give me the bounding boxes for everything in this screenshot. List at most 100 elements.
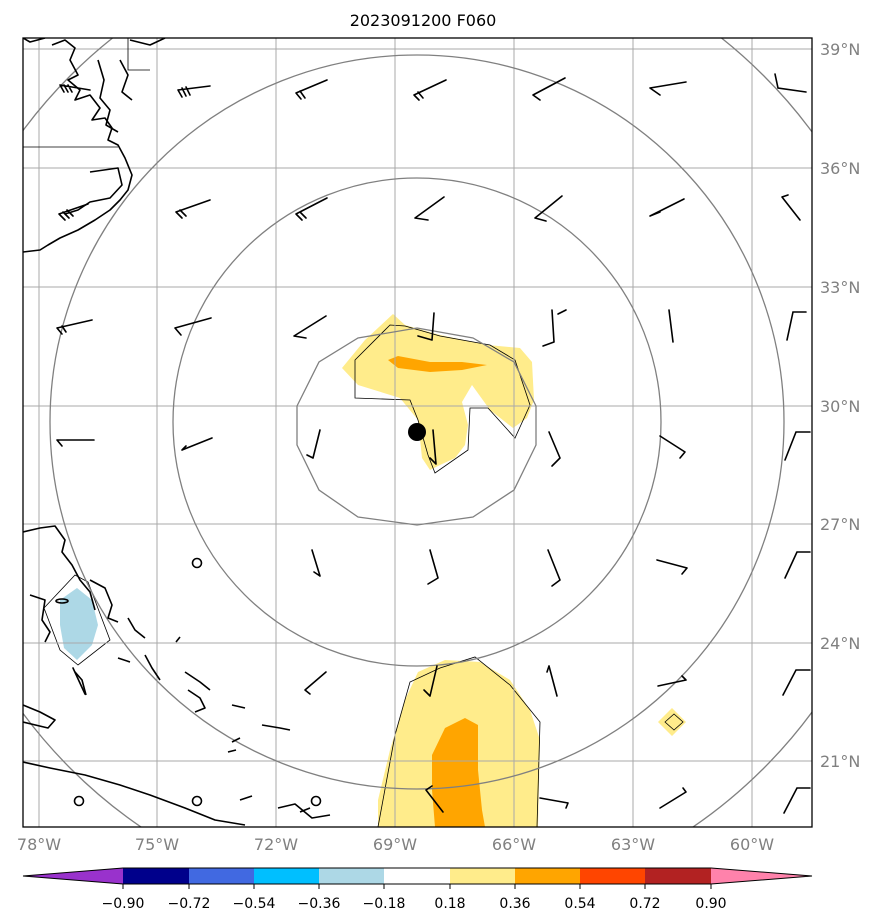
bahamas-ragged [74, 671, 87, 696]
colorbar-segment [450, 868, 515, 884]
colorbar: −0.90 −0.72 −0.54 −0.36 −0.18 0.18 0.36 … [22, 867, 813, 912]
wind-barb [659, 787, 687, 809]
map-frame [22, 37, 813, 828]
colorbar-tick-label: 0.54 [564, 896, 595, 912]
cape-cod-region [129, 38, 166, 46]
wind-barb [532, 77, 566, 101]
filled-contours [60, 314, 686, 827]
bahamas-andros [29, 594, 51, 643]
colorbar-segment [254, 868, 319, 884]
puerto-rico-bay [299, 807, 311, 813]
wind-calm-marker [73, 795, 85, 807]
contour-fill-light-yellow-north [342, 314, 534, 470]
contour-fill-yellow-diamond [658, 708, 686, 736]
wind-barb [542, 309, 567, 347]
wind-barb [175, 199, 211, 219]
wind-barb [548, 431, 561, 467]
wind-barb [539, 797, 569, 809]
latitude-labels: 39°N 36°N 33°N 30°N 27°N 24°N 21°N [820, 40, 860, 771]
coastlines [23, 38, 331, 826]
wind-barb [784, 431, 811, 461]
bahamas-north [89, 579, 119, 623]
bahamas-long [187, 689, 206, 713]
colorbar-tick-label: 0.90 [695, 896, 726, 912]
storm-center-marker [408, 423, 426, 441]
bahamas-abaco [55, 598, 69, 604]
colorbar-segment [711, 868, 812, 884]
wind-barb [423, 665, 438, 697]
wind-barb [414, 196, 445, 221]
wind-barb [784, 551, 811, 579]
wind-calm-marker [191, 557, 203, 569]
colorbar-segment [123, 868, 189, 884]
wind-barb [177, 85, 211, 98]
island-small [175, 636, 181, 643]
colorbar-tick-label: −0.72 [168, 896, 211, 912]
lat-label: 33°N [820, 278, 860, 297]
wind-barb [417, 312, 435, 341]
wind-barb [649, 81, 687, 96]
wind-barb [782, 669, 811, 696]
range-ring-3 [49, 54, 785, 790]
colorbar-tick-label: 0.18 [434, 896, 465, 912]
colorbar-segment [189, 868, 254, 884]
wind-calm-marker [310, 795, 322, 807]
colorbar-tick-label: −0.18 [363, 896, 406, 912]
longitude-labels: 78°W 75°W 72°W 69°W 66°W 63°W 60°W [17, 835, 774, 854]
contour-line-diamond [664, 713, 684, 731]
wind-barb [174, 317, 212, 336]
lat-label: 21°N [820, 752, 860, 771]
wind-barb [547, 549, 561, 587]
wind-barb [295, 197, 328, 221]
cuba-coast [23, 704, 56, 729]
contour-fill-orange-north [388, 356, 487, 372]
state-border-md [127, 38, 150, 71]
turks-caicos [227, 737, 241, 753]
wind-barb [546, 665, 558, 697]
wind-barb [72, 667, 86, 695]
colorbar-segment [384, 868, 450, 884]
lat-label: 30°N [820, 397, 860, 416]
wind-barb [56, 319, 93, 335]
lon-label: 66°W [492, 835, 536, 854]
range-ring-2 [172, 177, 662, 667]
wind-barb [181, 437, 213, 451]
colorbar-segment [319, 868, 384, 884]
lon-label: 60°W [730, 835, 774, 854]
wind-barb [59, 84, 91, 93]
wind-barb [306, 429, 321, 459]
bahamas-berry [117, 657, 131, 663]
gridlines [23, 38, 812, 827]
wind-barb [429, 429, 437, 465]
lat-label: 24°N [820, 634, 860, 653]
wind-barb [427, 549, 439, 585]
lon-label: 63°W [611, 835, 655, 854]
bahamas-exuma [144, 654, 161, 681]
contour-fill-light-blue [60, 588, 98, 660]
state-borders [23, 38, 150, 148]
lon-label: 75°W [135, 835, 179, 854]
wind-barb [56, 439, 95, 447]
wind-barb [781, 194, 801, 221]
colorbar-tick-label: −0.54 [233, 896, 276, 912]
wind-barb [293, 315, 327, 339]
colorbar-ticks [122, 884, 712, 889]
wind-barb [649, 198, 685, 217]
pamlico-sound [64, 167, 123, 215]
hispaniola-coast [23, 761, 246, 826]
colorbar-segment [580, 868, 645, 884]
colorbar-tick-label: −0.90 [102, 896, 145, 912]
range-ring-1 [296, 327, 537, 526]
contour-fill-orange-south [432, 718, 485, 827]
chesapeake-bay [97, 59, 119, 133]
wind-barb [656, 559, 688, 575]
wind-barb [534, 195, 563, 222]
wind-barb [413, 79, 447, 101]
lon-label: 78°W [17, 835, 61, 854]
wind-barb [786, 311, 807, 341]
colorbar-segment [23, 868, 123, 884]
map-title: 2023091200 F060 [350, 11, 497, 30]
